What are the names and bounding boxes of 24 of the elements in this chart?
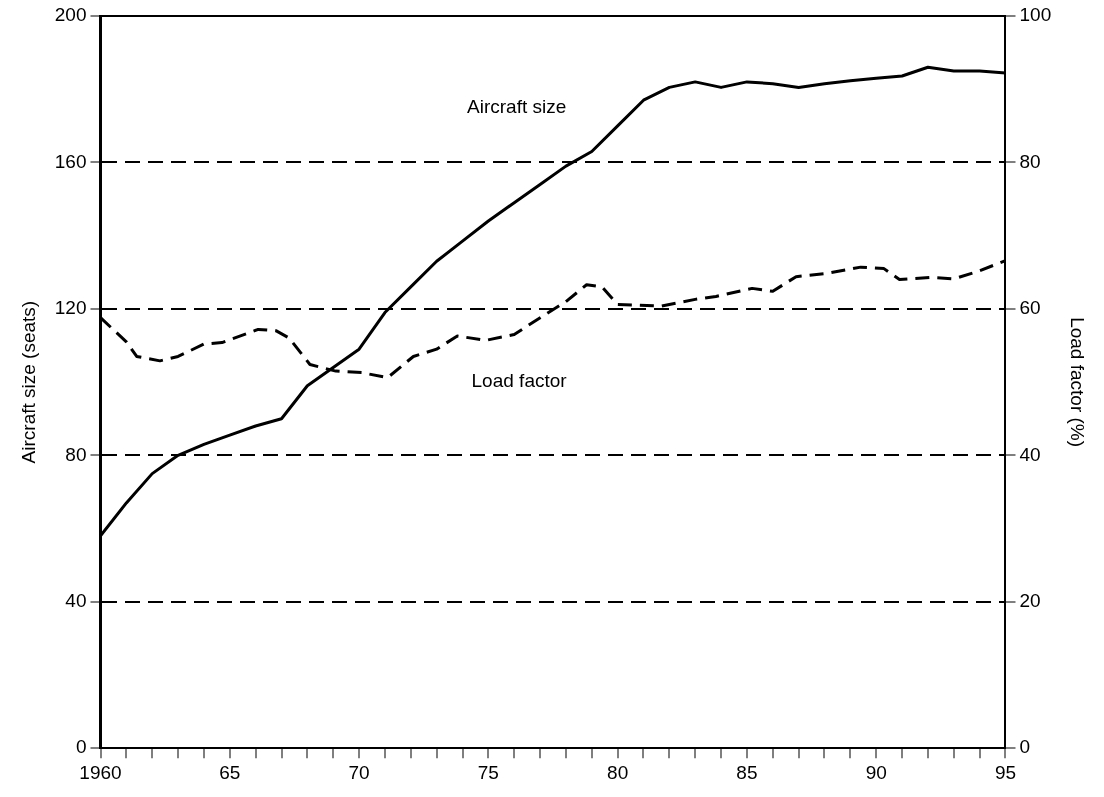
y2-tick-label: 0 [1019,736,1031,758]
y-tick-label: 40 [65,589,87,611]
y-tick-label: 0 [75,736,87,758]
y2-tick-label: 80 [1019,150,1041,172]
x-tick-label: 90 [865,761,887,783]
y-tick-label: 80 [65,443,87,465]
series-label: Load factor [471,370,568,392]
x-tick-label: 75 [477,761,499,783]
y2-tick-label: 20 [1019,589,1041,611]
y-tick-label: 200 [54,4,87,26]
y2-axis-title: Load factor (%) [1067,317,1089,448]
y2-tick-label: 40 [1019,443,1041,465]
x-tick-label: 85 [736,761,758,783]
x-tick-label: 1960 [79,761,122,783]
x-tick-label: 65 [219,761,241,783]
x-tick-label: 95 [994,761,1017,783]
y-tick-label: 120 [54,297,87,319]
y-tick-label: 160 [54,150,87,172]
x-tick-label: 70 [348,761,370,783]
x-tick-label: 80 [607,761,629,783]
y-axis-title: Aircraft size (seats) [17,300,39,464]
y2-tick-label: 60 [1019,297,1041,319]
y2-tick-label: 100 [1019,4,1052,26]
text: Aircraft size [467,95,567,117]
